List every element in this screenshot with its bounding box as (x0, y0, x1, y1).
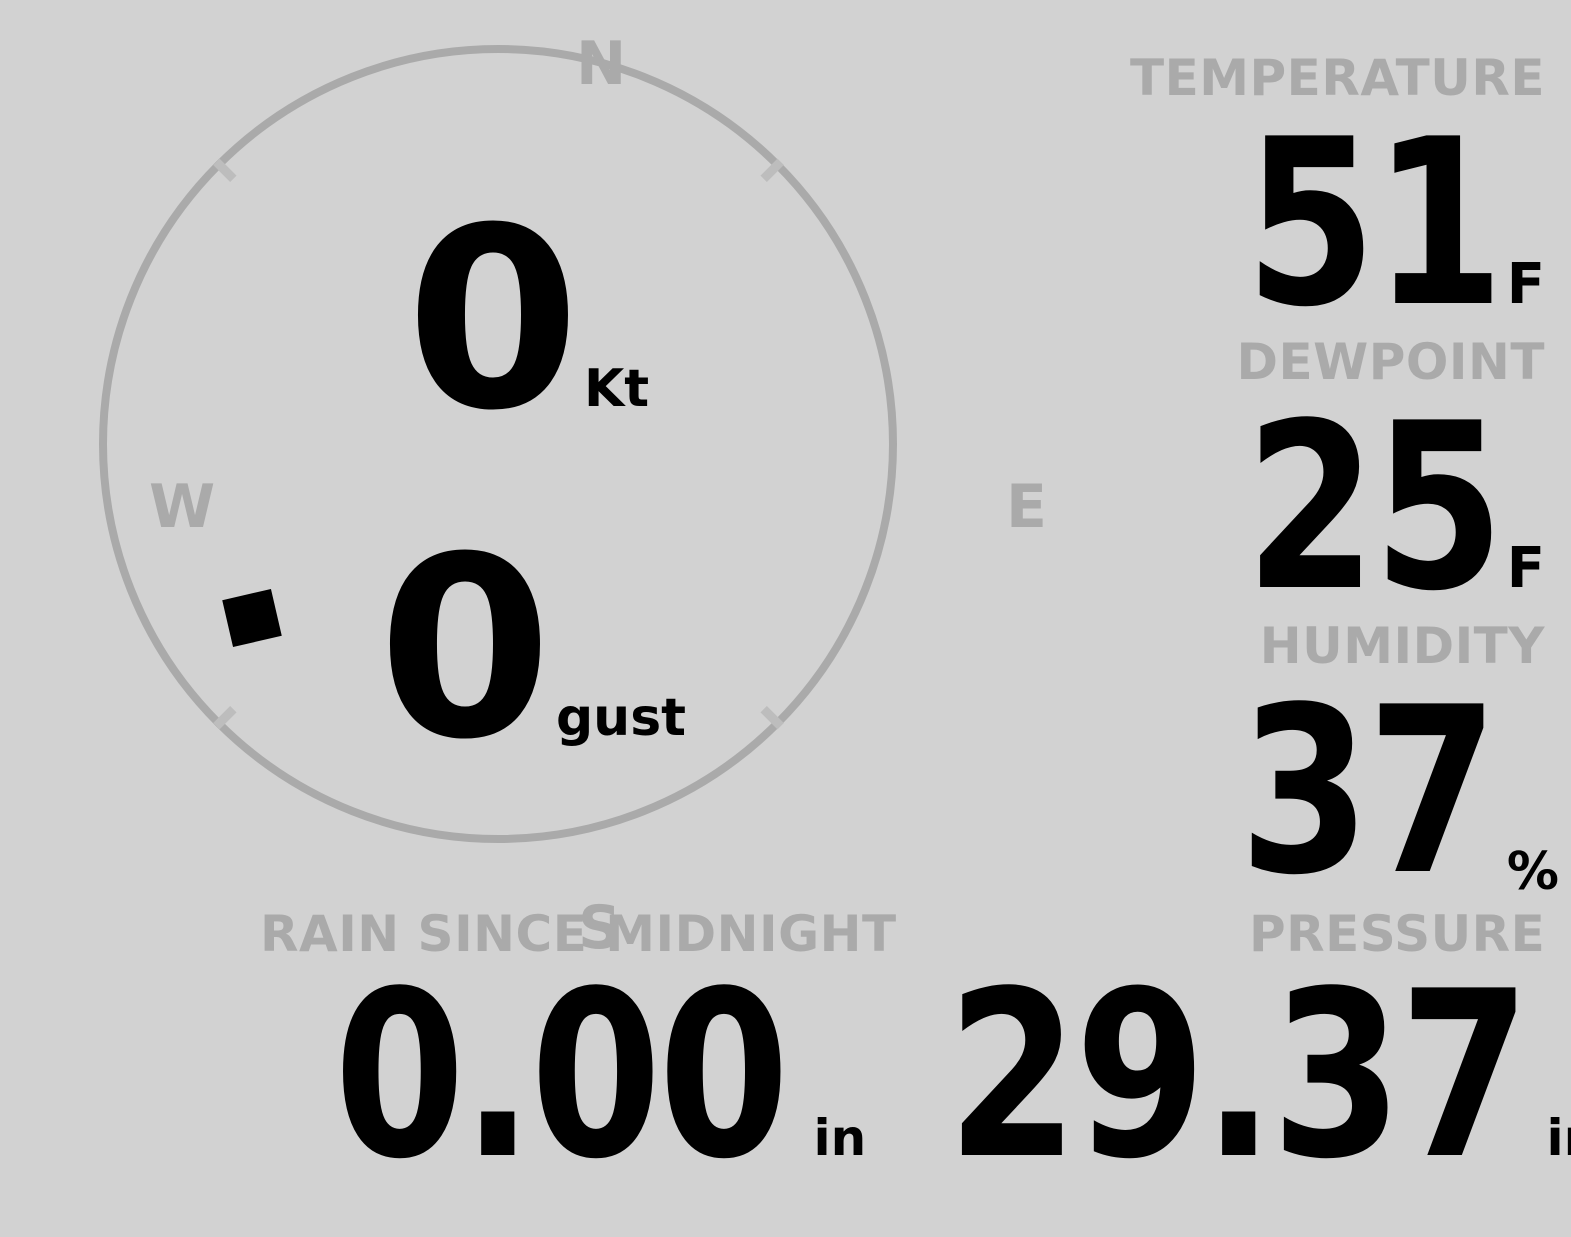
compass-label-north: N (576, 29, 627, 99)
humidity-unit: % (1506, 842, 1559, 902)
pressure-unit: in (1546, 1109, 1571, 1167)
dewpoint-unit: F (1506, 536, 1545, 601)
dewpoint-value: 25 (1244, 375, 1504, 642)
pressure-label: PRESSURE (1249, 905, 1546, 963)
rain-since-midnight-readout: 0.00 in (334, 962, 866, 1192)
compass-label-south: S (578, 893, 622, 963)
compass-ring (99, 45, 897, 843)
wind-gust-unit: gust (555, 688, 687, 748)
temperature-unit: F (1506, 252, 1545, 317)
temperature-value: 51 (1244, 91, 1504, 358)
temperature-readout: 51 F (1189, 110, 1545, 340)
rain-since-midnight-unit: in (813, 1109, 867, 1167)
rain-since-midnight-label: RAIN SINCE MIDNIGHT (260, 905, 897, 963)
dewpoint-readout: 25 F (1189, 394, 1545, 624)
wind-compass[interactable]: N S W E (99, 34, 1047, 958)
temperature-label: TEMPERATURE (1130, 49, 1545, 107)
humidity-value: 37 (1238, 659, 1498, 926)
humidity-label: HUMIDITY (1259, 617, 1545, 675)
wind-speed-value: 0 (406, 174, 580, 465)
compass-label-west: W (149, 472, 216, 542)
wind-speed-unit: Kt (583, 359, 650, 419)
compass-label-east: E (1006, 472, 1047, 542)
humidity-readout: 37 % (1183, 678, 1559, 908)
pressure-value: 29.37 (947, 943, 1530, 1210)
rain-since-midnight-value: 0.00 (334, 943, 790, 1210)
pressure-readout: 29.37 in (947, 962, 1571, 1192)
wind-speed-readout: 0 Kt (406, 195, 649, 445)
wind-gust-value: 0 (378, 503, 552, 794)
wind-gust-readout: 0 gust (378, 524, 686, 774)
dewpoint-label: DEWPOINT (1236, 333, 1545, 391)
